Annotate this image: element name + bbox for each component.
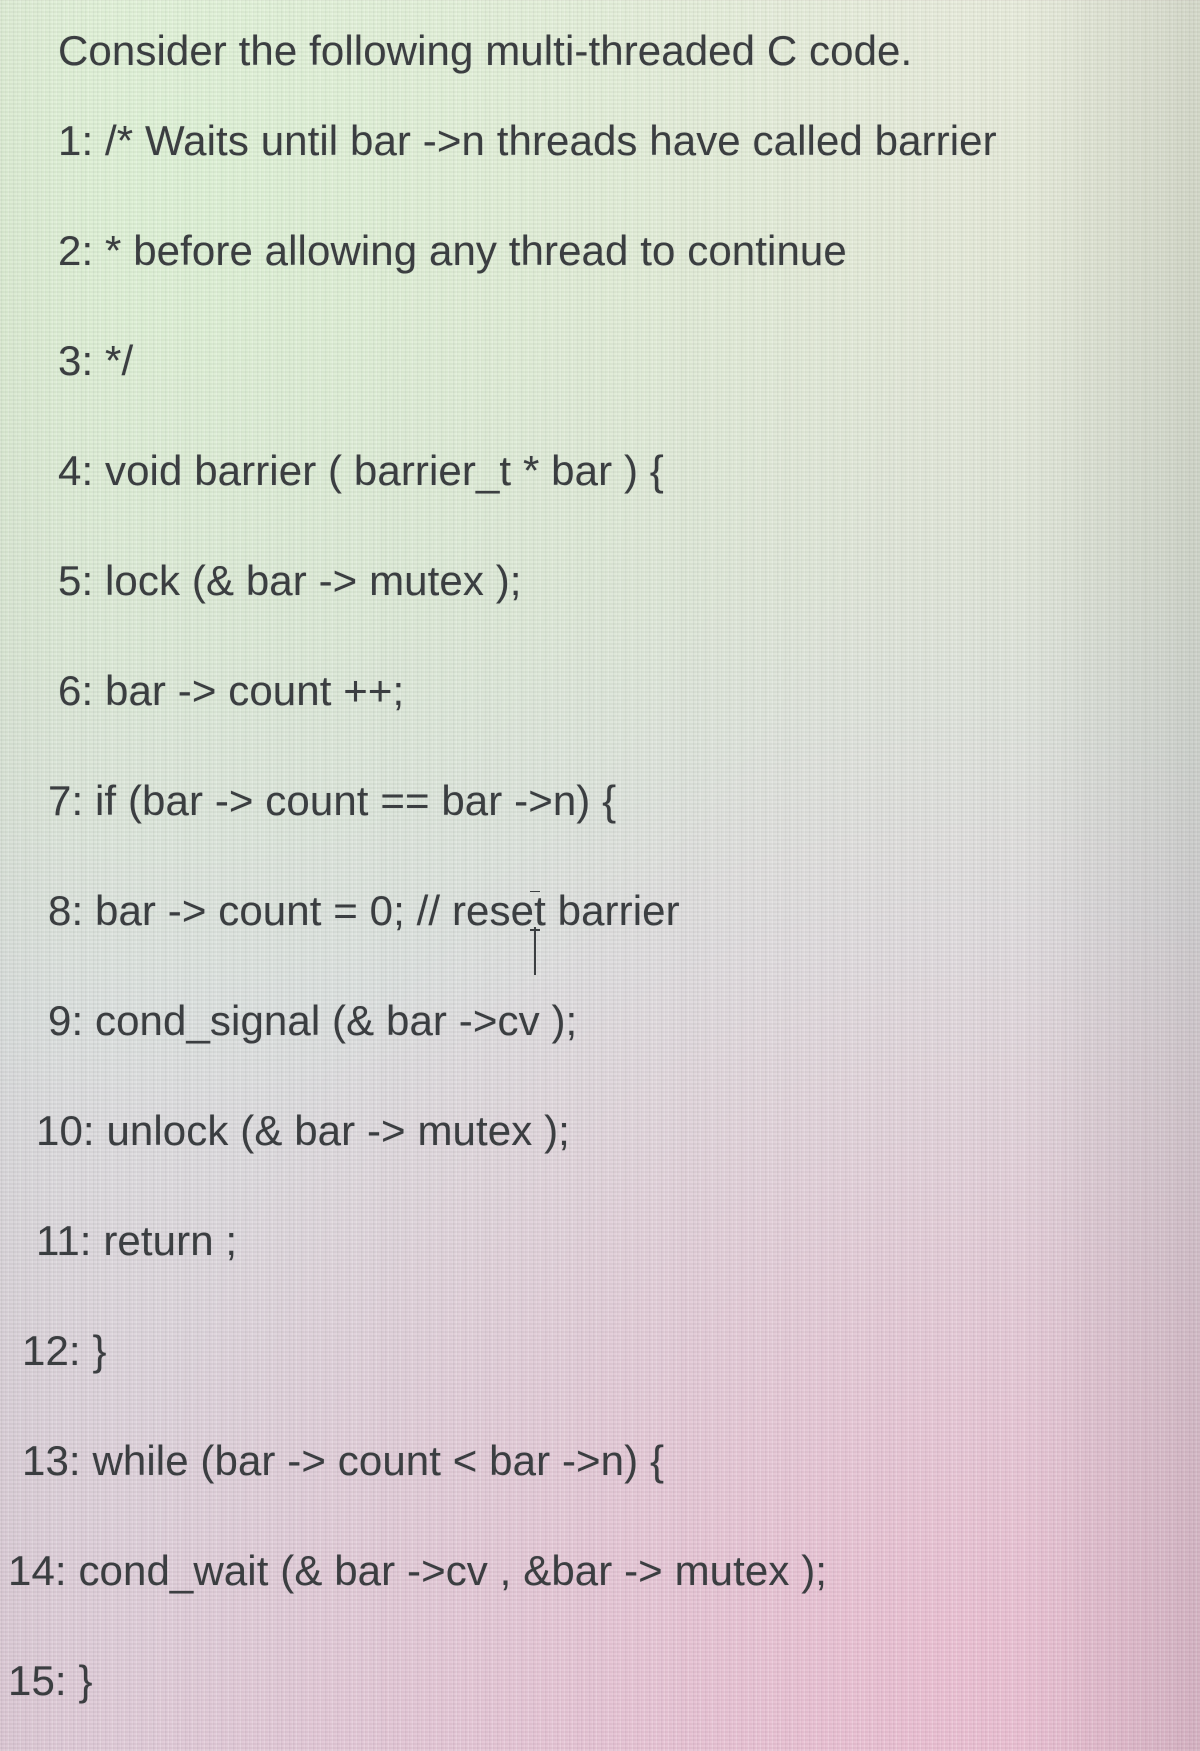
- code-line-2: 2: * before allowing any thread to conti…: [58, 228, 1200, 338]
- code-line-11: 11: return ;: [36, 1218, 1200, 1328]
- code-listing: Consider the following multi-threaded C …: [0, 0, 1200, 1751]
- code-line-8-pre: 8: bar -> count = 0; // rese: [48, 890, 534, 932]
- intro-text: Consider the following multi-threaded C …: [58, 28, 1200, 118]
- code-line-6: 6: bar -> count ++;: [58, 668, 1200, 778]
- code-line-12: 12: }: [22, 1328, 1200, 1438]
- code-line-8: 8: bar -> count = 0; // reset barrier: [48, 888, 1200, 998]
- code-line-10: 10: unlock (& bar -> mutex );: [36, 1108, 1200, 1218]
- code-line-8-post: t barrier: [534, 890, 680, 932]
- code-line-4: 4: void barrier ( barrier_t * bar ) {: [58, 448, 1200, 558]
- code-line-7: 7: if (bar -> count == bar ->n) {: [48, 778, 1200, 888]
- code-line-1: 1: /* Waits until bar ->n threads have c…: [58, 118, 1200, 228]
- code-line-14: 14: cond_wait (& bar ->cv , &bar -> mute…: [8, 1548, 1200, 1658]
- code-line-13: 13: while (bar -> count < bar ->n) {: [22, 1438, 1200, 1548]
- code-line-9: 9: cond_signal (& bar ->cv );: [48, 998, 1200, 1108]
- code-line-5: 5: lock (& bar -> mutex );: [58, 558, 1200, 668]
- code-line-3: 3: */: [58, 338, 1200, 448]
- code-line-15: 15: }: [8, 1658, 1200, 1751]
